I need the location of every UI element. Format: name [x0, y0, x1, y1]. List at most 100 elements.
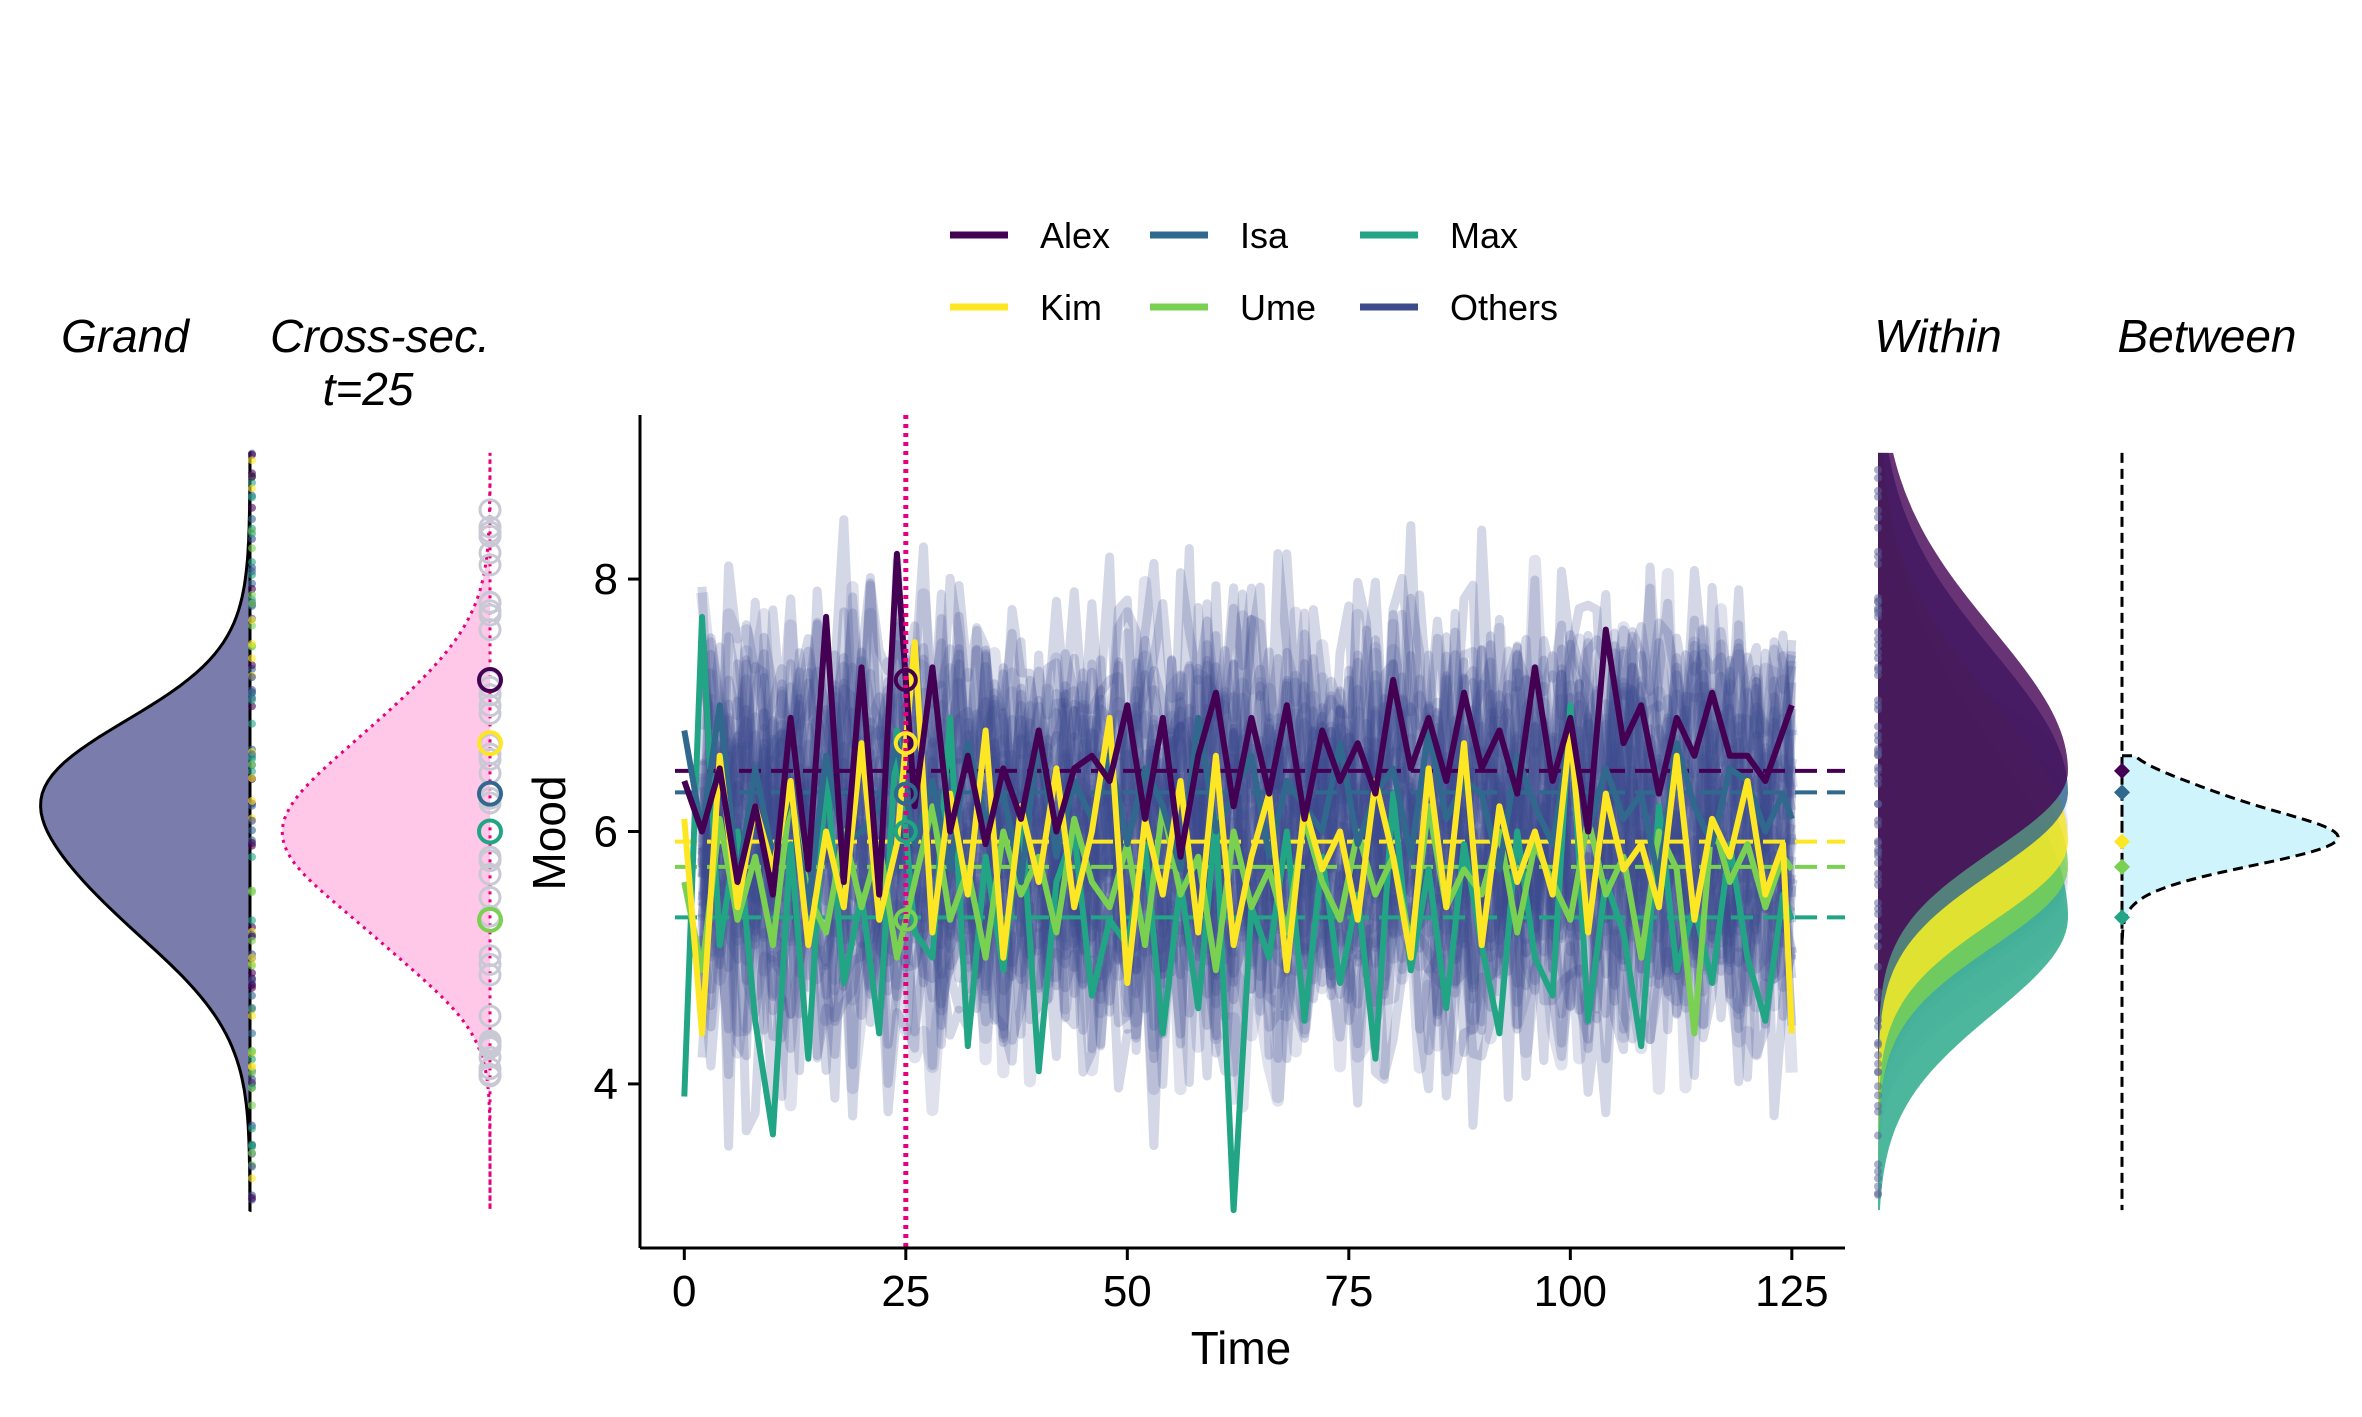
- grand-dot: [248, 816, 256, 825]
- grand-dot: [248, 760, 256, 769]
- legend-label-kim: Kim: [1040, 287, 1102, 328]
- grand-dot: [248, 1011, 256, 1020]
- grand-dot: [248, 1142, 256, 1151]
- within-dot: [1874, 942, 1882, 951]
- legend-label-others: Others: [1450, 287, 1558, 328]
- grand-dot: [248, 826, 256, 835]
- grand-dot: [248, 888, 256, 897]
- cross-sectional-point: [478, 591, 502, 615]
- grand-dot: [248, 916, 256, 925]
- within-dot: [1874, 922, 1882, 931]
- within-dot: [1874, 845, 1882, 854]
- grand-dot: [248, 1174, 256, 1183]
- cross-sectional-point-ume: [477, 906, 503, 933]
- others-series-line: [697, 521, 1797, 905]
- grand-dot: [248, 1075, 256, 1084]
- cross-sectional-point: [478, 1045, 502, 1069]
- grand-dot: [248, 599, 256, 608]
- within-dot: [1874, 962, 1882, 971]
- within-dot: [1874, 1101, 1882, 1110]
- within-dot: [1874, 1107, 1882, 1116]
- grand-dot: [248, 567, 256, 576]
- within-dot: [1874, 608, 1882, 617]
- time-marker-point-ume: [893, 907, 918, 932]
- between-mean-kim: [2114, 833, 2130, 850]
- axes-layer: 0 25 50 75 100 125 4 6 8: [594, 415, 1845, 1316]
- grand-dot: [248, 590, 256, 599]
- grand-dot: [248, 1162, 256, 1171]
- grand-density: [39, 450, 252, 1213]
- grand-dot: [248, 796, 256, 805]
- named-series-layer: [681, 415, 1795, 1248]
- grand-dot: [248, 1194, 256, 1203]
- within-dot: [1874, 663, 1882, 672]
- grand-dot: [248, 750, 256, 759]
- within-dot: [1874, 513, 1882, 522]
- within-dot: [1874, 492, 1882, 501]
- cross-sectional-point: [478, 952, 502, 976]
- between-mean-ume: [2114, 858, 2130, 875]
- grand-dot: [248, 469, 256, 478]
- grand-dot: [248, 767, 256, 776]
- cross-sectional-point: [478, 498, 502, 522]
- within-dot: [1874, 1059, 1882, 1068]
- grand-dot: [248, 558, 256, 567]
- within-dot: [1874, 1167, 1882, 1176]
- legend-label-alex: Alex: [1040, 215, 1110, 256]
- within-density-alex: [1878, 452, 2068, 1211]
- others-series-layer: [696, 515, 1798, 1151]
- cross-sectional-point-kim: [477, 730, 503, 757]
- between-mean-alex: [2114, 762, 2130, 779]
- series-line-alex: [681, 550, 1795, 898]
- within-dot: [1874, 547, 1882, 556]
- within-dot: [1874, 640, 1882, 649]
- cross-sectional-point-alex: [477, 667, 503, 694]
- cross-sectional-point: [478, 862, 502, 886]
- within-dot: [1874, 1051, 1882, 1060]
- within-dot: [1874, 851, 1882, 860]
- cross-sectional-point: [478, 845, 502, 869]
- y-axis-label: Mood: [523, 775, 575, 890]
- grand-dot: [248, 852, 256, 861]
- within-panel-title: Within: [1874, 310, 2001, 362]
- within-dot: [1874, 648, 1882, 657]
- grand-dot: [248, 639, 256, 648]
- grand-dot: [248, 654, 256, 663]
- x-tick-label: 50: [1103, 1267, 1152, 1316]
- between-density: [2120, 754, 2340, 947]
- within-dot: [1874, 869, 1882, 878]
- cross-sectional-point: [478, 553, 502, 577]
- grand-dot: [248, 961, 256, 970]
- cross-sectional-point-max: [477, 818, 503, 845]
- grand-dot: [248, 1061, 256, 1070]
- within-dot: [1874, 559, 1882, 568]
- grand-dot: [248, 1069, 256, 1078]
- grand-dot: [248, 936, 256, 945]
- grand-dot: [248, 1101, 256, 1110]
- cross-sectional-point: [478, 541, 502, 565]
- within-dot: [1874, 628, 1882, 637]
- within-dot: [1874, 1131, 1882, 1140]
- within-dot: [1874, 745, 1882, 754]
- grand-dot: [248, 673, 256, 682]
- y-tick-label: 6: [594, 808, 618, 857]
- within-dot: [1874, 598, 1882, 607]
- y-tick-label: 8: [594, 555, 618, 604]
- grand-dot: [248, 953, 256, 962]
- within-dot: [1874, 736, 1882, 745]
- grand-dot: [248, 544, 256, 553]
- within-dot: [1874, 820, 1882, 829]
- within-dot: [1874, 696, 1882, 705]
- grand-dot: [248, 1055, 256, 1064]
- y-tick-label: 4: [594, 1060, 618, 1109]
- grand-dot: [248, 719, 256, 728]
- within-dot: [1874, 904, 1882, 913]
- legend-label-ume: Ume: [1240, 287, 1316, 328]
- side-panels-layer: [39, 449, 2340, 1213]
- within-dot: [1874, 1091, 1882, 1100]
- within-dot: [1874, 506, 1882, 515]
- grand-dot: [248, 484, 256, 493]
- grand-dot: [248, 456, 256, 465]
- time-marker-point-kim: [893, 731, 918, 756]
